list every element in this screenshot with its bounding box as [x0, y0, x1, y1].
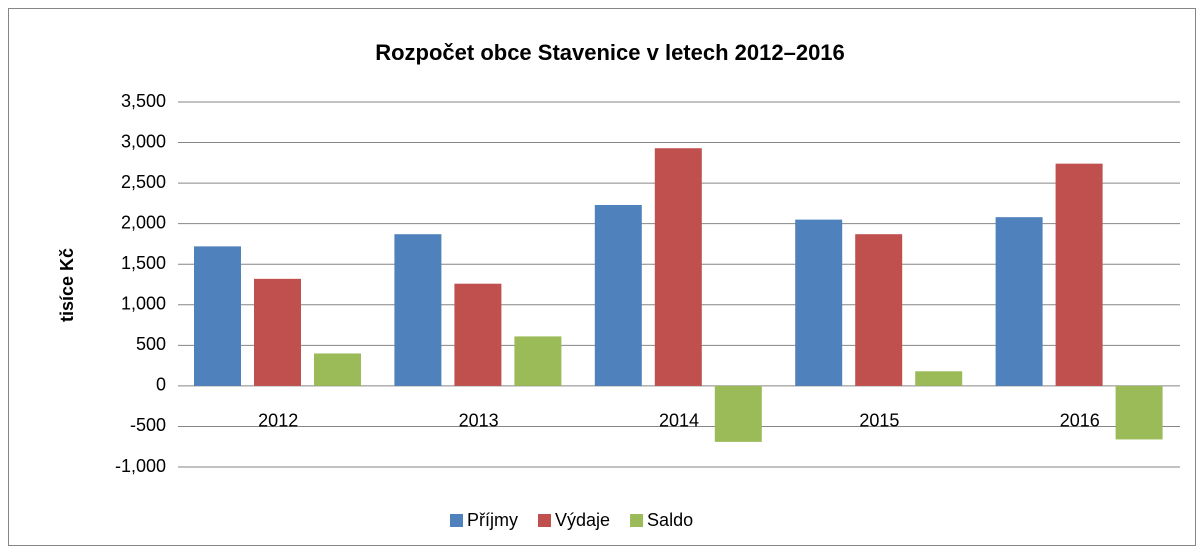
bar: [995, 217, 1043, 386]
bar: [514, 336, 562, 386]
legend-label: Příjmy: [467, 510, 518, 530]
legend-label: Výdaje: [555, 510, 610, 530]
x-tick-label: 2014: [659, 411, 699, 431]
y-tick-label: -1,000: [115, 456, 166, 476]
bar: [594, 205, 642, 386]
y-tick-label: 1,500: [121, 253, 166, 273]
x-tick-label: 2015: [859, 411, 899, 431]
legend-label: Saldo: [647, 510, 693, 530]
bar: [254, 278, 301, 386]
bar: [654, 148, 702, 386]
bar: [1055, 163, 1103, 386]
bar: [1115, 385, 1163, 440]
bar: [714, 385, 762, 442]
bar: [855, 234, 903, 386]
y-tick-label: 2,500: [121, 172, 166, 192]
bar: [795, 219, 843, 386]
y-tick-label: 1,000: [121, 294, 166, 314]
y-tick-label: 3,500: [121, 91, 166, 111]
y-tick-label: 0: [156, 375, 166, 395]
bar: [915, 371, 963, 386]
y-tick-label: 3,000: [121, 131, 166, 151]
y-tick-label: 2,000: [121, 212, 166, 232]
x-tick-label: 2012: [258, 411, 298, 431]
legend-swatch: [630, 514, 644, 527]
bar: [314, 353, 361, 386]
chart-title: Rozpočet obce Stavenice v letech 2012–20…: [375, 40, 845, 65]
bar: [454, 283, 502, 386]
bar: [194, 246, 241, 386]
bar: [394, 234, 442, 386]
legend-swatch: [450, 514, 463, 527]
x-tick-label: 2016: [1060, 411, 1100, 431]
y-axis-label: tisíce Kč: [57, 248, 77, 322]
y-tick-label: -500: [130, 415, 166, 435]
y-tick-label: 500: [136, 334, 166, 354]
x-tick-label: 2013: [459, 411, 499, 431]
legend-swatch: [538, 514, 551, 527]
